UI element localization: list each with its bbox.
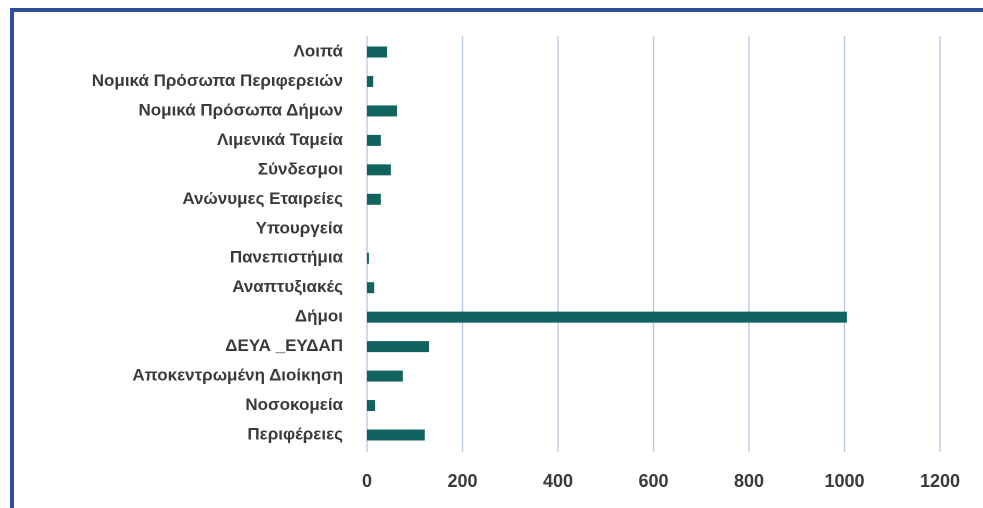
y-tick-label: Νομικά Πρόσωπα Δήμων <box>139 100 343 119</box>
y-tick-label: Δήμοι <box>295 307 343 326</box>
bar <box>367 252 369 264</box>
x-tick-label: 1200 <box>920 471 960 491</box>
bar <box>367 282 375 294</box>
x-tick-label: 200 <box>447 471 477 491</box>
bar <box>367 311 847 323</box>
y-tick-label: Αναπτυξιακές <box>232 277 343 296</box>
y-tick-label: Νομικά Πρόσωπα Περιφερειών <box>92 71 343 90</box>
bar <box>367 193 381 205</box>
y-tick-label: Νοσοκομεία <box>245 395 343 414</box>
bar <box>367 370 403 382</box>
bar <box>367 105 398 117</box>
bar <box>367 400 376 412</box>
y-tick-label: Ανώνυμες Εταιρείες <box>182 189 343 208</box>
bar <box>367 164 391 176</box>
bar <box>367 134 381 146</box>
x-tick-label: 0 <box>362 471 372 491</box>
bar <box>367 429 425 441</box>
y-tick-label: Περιφέρειες <box>247 424 343 443</box>
y-tick-label: Πανεπιστήμια <box>230 248 344 267</box>
y-tick-label: Λιμενικά Ταμεία <box>217 130 344 149</box>
x-tick-label: 400 <box>543 471 573 491</box>
bar <box>367 46 388 58</box>
y-tick-label: ΔΕΥΑ _ΕΥΔΑΠ <box>225 336 343 355</box>
y-tick-label: Αποκεντρωμένη Διοίκηση <box>132 366 343 385</box>
x-tick-label: 800 <box>734 471 764 491</box>
x-tick-label: 600 <box>638 471 668 491</box>
x-tick-label: 1000 <box>824 471 864 491</box>
y-tick-label: Υπουργεία <box>256 218 344 237</box>
y-tick-label: Σύνδεσμοι <box>258 159 343 178</box>
bar <box>367 75 374 87</box>
bar <box>367 341 430 353</box>
y-tick-label: Λοιπά <box>294 41 344 60</box>
